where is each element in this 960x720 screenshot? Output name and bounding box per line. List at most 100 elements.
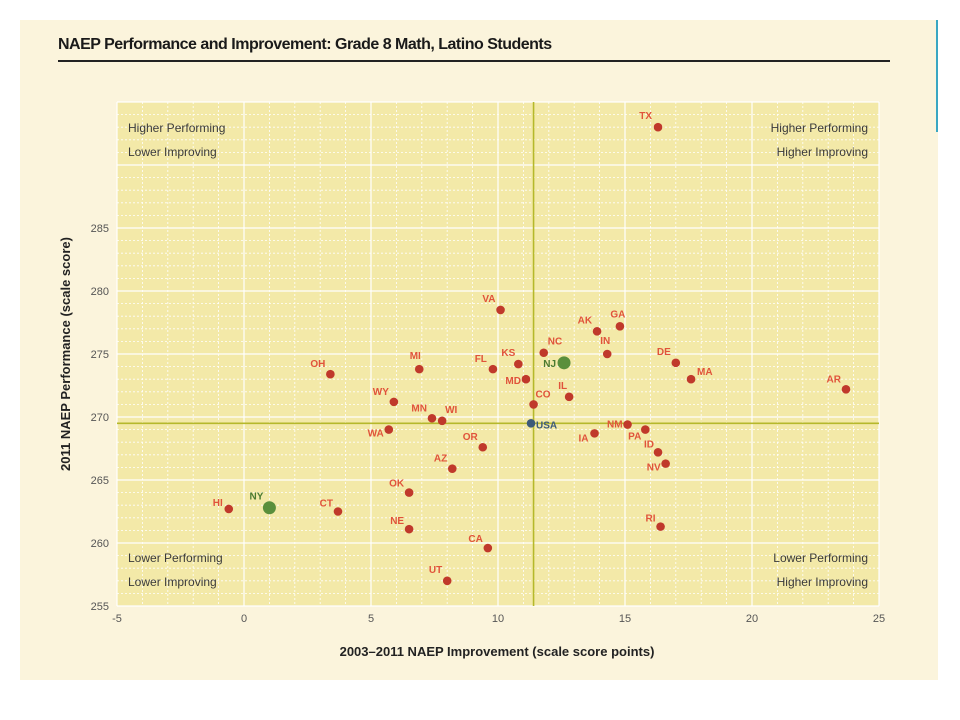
point-ct xyxy=(333,507,343,516)
point-label-id: ID xyxy=(644,439,654,450)
point-label-wa: WA xyxy=(368,429,384,440)
point-label-usa: USA xyxy=(536,420,557,431)
point-label-ct: CT xyxy=(320,499,333,510)
page-edge-accent xyxy=(936,20,938,132)
point-label-co: CO xyxy=(536,389,551,400)
point-label-md: MD xyxy=(505,376,521,387)
y-tick-label: 265 xyxy=(91,475,109,487)
point-id xyxy=(653,447,663,457)
point-de xyxy=(671,358,681,368)
point-label-ut: UT xyxy=(429,565,442,576)
point-nv xyxy=(661,459,670,468)
title-rule xyxy=(58,60,890,62)
point-wy xyxy=(389,397,399,407)
quadrant-label-top-right: Higher Performing xyxy=(771,121,868,135)
point-ny xyxy=(262,501,276,515)
point-label-ks: KS xyxy=(501,348,515,359)
point-ks xyxy=(514,359,523,369)
point-nj xyxy=(557,356,571,370)
point-label-pa: PA xyxy=(628,432,641,443)
point-co xyxy=(529,400,538,409)
point-ia xyxy=(590,429,599,438)
y-tick-label: 255 xyxy=(91,601,109,613)
point-az xyxy=(447,464,457,473)
point-usa xyxy=(526,419,536,428)
point-label-az: AZ xyxy=(434,454,447,465)
point-oh xyxy=(326,369,335,379)
point-ma xyxy=(686,374,696,384)
point-label-mi: MI xyxy=(410,351,421,362)
reference-lines xyxy=(117,102,879,606)
point-label-ne: NE xyxy=(390,516,404,527)
y-tick-label: 275 xyxy=(91,349,109,361)
quadrant-label-bottom-left: Lower Improving xyxy=(128,575,217,589)
point-ak xyxy=(592,327,602,336)
point-label-or: OR xyxy=(463,432,479,443)
point-nm xyxy=(623,420,632,429)
point-label-oh: OH xyxy=(310,359,325,370)
point-label-nm: NM xyxy=(607,420,623,431)
point-ne xyxy=(404,524,414,534)
point-va xyxy=(496,305,505,315)
y-tick-label: 280 xyxy=(91,286,109,298)
point-label-ma: MA xyxy=(697,367,713,378)
quadrant-label-bottom-right: Lower Performing xyxy=(773,551,868,565)
point-label-ri: RI xyxy=(646,514,656,525)
point-ri xyxy=(656,522,665,531)
point-ca xyxy=(483,543,493,553)
point-label-ga: GA xyxy=(610,309,625,320)
point-label-ca: CA xyxy=(468,534,482,545)
point-label-tx: TX xyxy=(639,111,652,122)
point-label-ia: IA xyxy=(579,433,589,444)
y-tick-label: 270 xyxy=(91,412,109,424)
point-pa xyxy=(641,425,650,434)
point-mi xyxy=(414,364,424,374)
point-label-hi: HI xyxy=(213,498,223,509)
point-label-wy: WY xyxy=(373,387,389,398)
y-tick-label: 260 xyxy=(91,538,109,550)
point-label-ar: AR xyxy=(827,374,842,385)
point-fl xyxy=(488,364,498,374)
point-ga xyxy=(615,321,625,331)
point-label-il: IL xyxy=(558,381,567,392)
point-nc xyxy=(539,348,549,358)
x-tick-label: 15 xyxy=(619,613,631,625)
x-tick-label: 5 xyxy=(368,613,374,625)
chart-title: NAEP Performance and Improvement: Grade … xyxy=(58,36,552,53)
x-tick-label: 20 xyxy=(746,613,758,625)
point-label-de: DE xyxy=(657,347,671,358)
point-label-nc: NC xyxy=(548,337,562,348)
point-label-nj: NJ xyxy=(543,359,556,370)
quadrant-label-top-left: Lower Improving xyxy=(128,145,217,159)
point-label-nv: NV xyxy=(647,463,661,474)
data-points: TX VA AK GA NC IN NJ KS FL MD DE MA AR OH MI IL WY CO MN WI… xyxy=(213,111,851,586)
grid xyxy=(116,101,880,607)
point-label-va: VA xyxy=(482,294,495,305)
point-tx xyxy=(653,122,663,132)
point-ar xyxy=(841,384,851,394)
quadrant-label-bottom-right: Higher Improving xyxy=(777,575,868,589)
point-ut xyxy=(442,576,452,586)
y-axis-title: 2011 NAEP Performance (scale score) xyxy=(58,237,73,471)
tick-labels: -5 0 5 10 15 20 25 255 260 265 270 275 280 285 xyxy=(91,223,885,625)
quadrant-labels: Higher Performing Lower Improving Higher P… xyxy=(128,121,868,589)
point-ok xyxy=(404,488,414,497)
y-tick-label: 285 xyxy=(91,223,109,235)
point-label-in: IN xyxy=(600,336,610,347)
x-axis-title: 2003–2011 NAEP Improvement (scale score … xyxy=(340,644,655,659)
point-hi xyxy=(224,504,234,514)
point-mn xyxy=(427,413,437,423)
point-label-ny: NY xyxy=(249,492,263,503)
x-tick-label: 25 xyxy=(873,613,885,625)
point-in xyxy=(602,349,612,359)
point-label-ok: OK xyxy=(389,479,405,490)
quadrant-label-top-right: Higher Improving xyxy=(777,145,868,159)
point-label-ak: AK xyxy=(578,315,593,326)
x-tick-label: 0 xyxy=(241,613,247,625)
point-or xyxy=(478,442,488,452)
point-label-mn: MN xyxy=(411,403,427,414)
point-il xyxy=(564,392,574,402)
point-wa xyxy=(384,425,394,434)
point-label-wi: WI xyxy=(445,405,457,416)
